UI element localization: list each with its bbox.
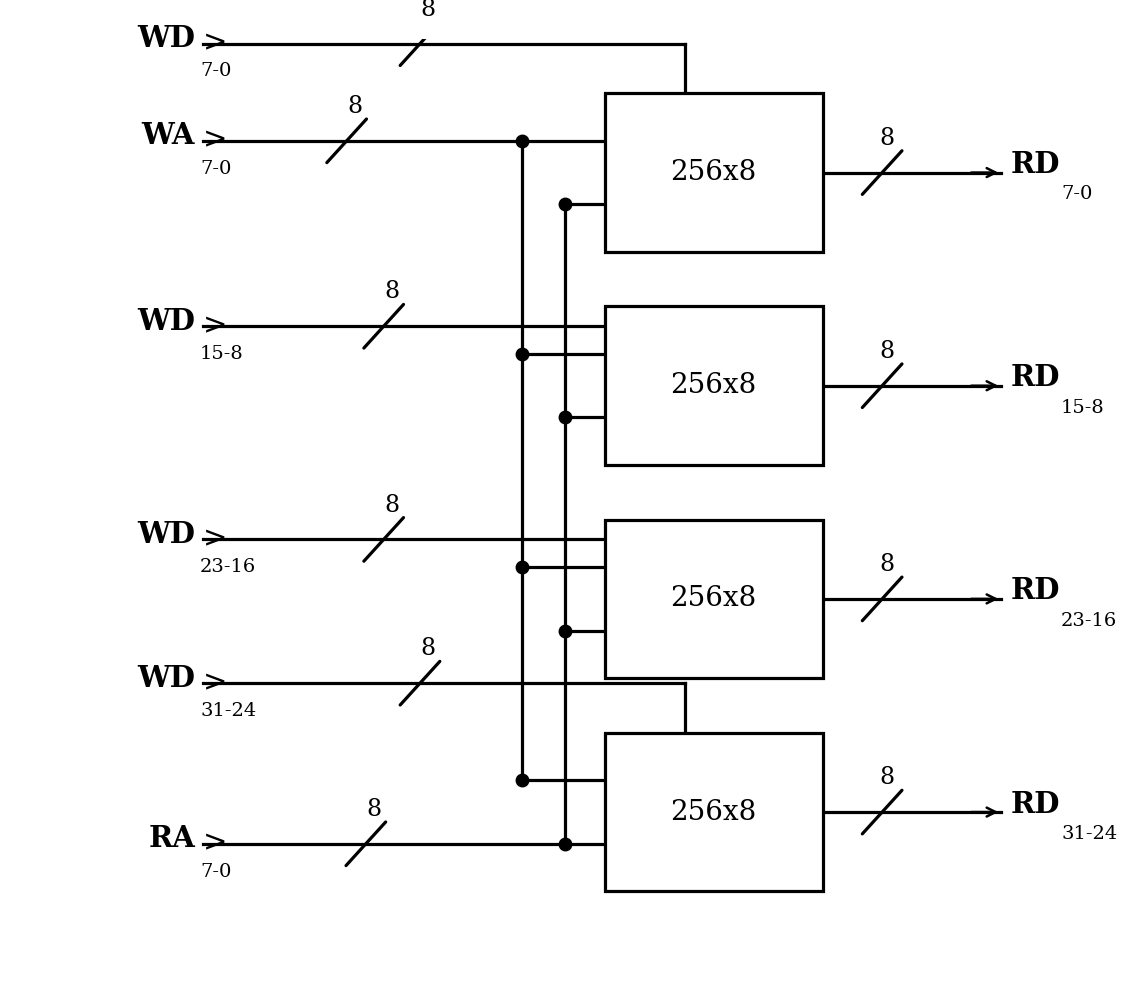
Bar: [604, 93, 823, 251]
Text: 256x8: 256x8: [671, 798, 756, 826]
Text: 15-8: 15-8: [1061, 399, 1105, 416]
Text: RA: RA: [148, 824, 195, 853]
Text: >: >: [203, 312, 227, 340]
Text: WD: WD: [137, 519, 195, 549]
Text: 8: 8: [879, 553, 894, 576]
Text: 256x8: 256x8: [671, 372, 756, 400]
Text: 8: 8: [879, 127, 894, 150]
Text: 23-16: 23-16: [200, 558, 256, 576]
Text: WD: WD: [137, 664, 195, 692]
Text: 23-16: 23-16: [1061, 612, 1118, 629]
Text: 7-0: 7-0: [200, 160, 231, 178]
Text: 31-24: 31-24: [1061, 825, 1118, 843]
Text: 8: 8: [420, 0, 436, 21]
Text: 8: 8: [384, 281, 400, 303]
Text: RD: RD: [1012, 576, 1060, 606]
Text: >: >: [203, 830, 227, 858]
Text: RD: RD: [1012, 790, 1060, 819]
Text: WD: WD: [137, 25, 195, 53]
Text: >: >: [203, 669, 227, 697]
Text: 7-0: 7-0: [200, 63, 231, 81]
Text: 7-0: 7-0: [200, 862, 231, 881]
Text: 256x8: 256x8: [671, 159, 756, 186]
Bar: [604, 519, 823, 679]
Text: 7-0: 7-0: [1061, 186, 1093, 203]
Text: WA: WA: [141, 122, 195, 150]
Text: 8: 8: [384, 494, 400, 517]
Bar: [604, 306, 823, 465]
Text: 8: 8: [347, 95, 362, 118]
Text: >: >: [203, 525, 227, 554]
Text: WD: WD: [137, 306, 195, 336]
Text: 8: 8: [879, 340, 894, 363]
Text: RD: RD: [1012, 150, 1060, 179]
Text: 8: 8: [420, 637, 436, 660]
Bar: [604, 733, 823, 892]
Text: >: >: [203, 127, 227, 155]
Text: 15-8: 15-8: [200, 345, 244, 363]
Text: >: >: [203, 29, 227, 58]
Text: 256x8: 256x8: [671, 585, 756, 613]
Text: 8: 8: [879, 766, 894, 790]
Text: 31-24: 31-24: [200, 702, 256, 720]
Text: 8: 8: [366, 798, 382, 821]
Text: RD: RD: [1012, 363, 1060, 392]
